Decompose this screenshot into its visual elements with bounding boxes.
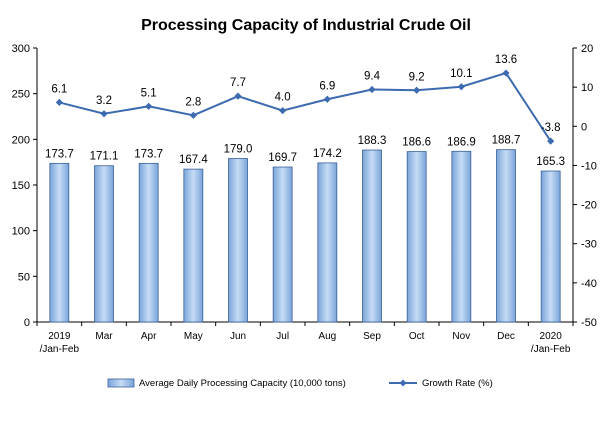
right-tick-label: 10 bbox=[581, 82, 593, 94]
left-tick-label: 50 bbox=[18, 271, 30, 283]
right-tick-label: -40 bbox=[581, 278, 597, 290]
x-tick-label: May bbox=[184, 331, 203, 342]
bar-value-label: 186.9 bbox=[447, 136, 476, 148]
left-tick-label: 200 bbox=[12, 134, 30, 146]
growth-rate-line bbox=[59, 71, 552, 142]
x-tick-label: Aug bbox=[318, 331, 336, 342]
bar bbox=[451, 150, 472, 323]
x-tick-label: /Jan-Feb bbox=[40, 344, 80, 355]
left-tick-label: 150 bbox=[12, 180, 30, 192]
x-tick-label: 2020 bbox=[540, 331, 563, 342]
x-tick-label: Dec bbox=[497, 331, 515, 342]
left-tick-label: 100 bbox=[12, 226, 30, 238]
legend-line-label: Growth Rate (%) bbox=[422, 378, 493, 389]
bar-value-label: 186.6 bbox=[402, 137, 431, 149]
x-tick-label: Mar bbox=[95, 331, 113, 342]
left-tick-label: 300 bbox=[12, 43, 30, 55]
line-value-label: 6.1 bbox=[51, 83, 67, 95]
line-value-label: 2.8 bbox=[185, 96, 201, 108]
bar bbox=[94, 165, 114, 323]
axes: 050100150200250300-50-40-30-20-100102020… bbox=[12, 43, 597, 355]
x-tick-label: Jul bbox=[276, 331, 289, 342]
bar-value-label: 188.7 bbox=[492, 135, 521, 147]
line-point bbox=[413, 86, 421, 94]
line-value-label: 5.1 bbox=[141, 87, 157, 99]
legend-bar-label: Average Daily Processing Capacity (10,00… bbox=[139, 378, 346, 389]
right-tick-label: -50 bbox=[581, 317, 597, 329]
bar-series: 173.7 171.1 173.7 167.4 179.0 169.7 174.2 188.3… bbox=[45, 135, 565, 323]
line-point bbox=[145, 102, 153, 110]
right-tick-label: -20 bbox=[581, 200, 597, 212]
x-tick-label: Oct bbox=[409, 331, 425, 342]
x-tick-label: /Jan-Feb bbox=[531, 344, 571, 355]
line-value-label: 9.2 bbox=[409, 71, 425, 83]
bar bbox=[228, 158, 248, 323]
bar-value-label: 173.7 bbox=[45, 148, 74, 160]
bar bbox=[272, 166, 293, 323]
bar-value-label: 169.7 bbox=[268, 152, 297, 164]
bar-value-label: 165.3 bbox=[536, 156, 565, 168]
line-value-label: 9.4 bbox=[364, 70, 381, 82]
line-value-label: 3.2 bbox=[96, 95, 112, 107]
right-tick-label: 20 bbox=[581, 43, 593, 55]
bar-value-label: 179.0 bbox=[224, 144, 253, 156]
chart-title: Processing Capacity of Industrial Crude … bbox=[141, 17, 471, 34]
bar bbox=[138, 162, 159, 323]
bar bbox=[49, 162, 70, 323]
bar bbox=[406, 151, 427, 323]
line-value-label: 6.9 bbox=[319, 80, 335, 92]
right-tick-label: -30 bbox=[581, 239, 597, 251]
bar-value-label: 173.7 bbox=[134, 148, 163, 160]
line-point bbox=[189, 111, 197, 119]
bar bbox=[496, 149, 516, 323]
x-tick-label: Nov bbox=[452, 331, 470, 342]
line-series: 6.1 3.2 5.1 2.8 7.7 4.0 6.9 9.4 9.2 10.1 13.6 -3.8 bbox=[51, 54, 561, 145]
bar-value-label: 171.1 bbox=[90, 151, 119, 163]
line-point bbox=[457, 83, 465, 91]
line-value-label: 4.0 bbox=[275, 92, 291, 104]
x-tick-label: 2019 bbox=[48, 331, 71, 342]
bar bbox=[317, 162, 338, 323]
line-value-label: -3.8 bbox=[541, 122, 561, 134]
line-point bbox=[323, 95, 331, 103]
bar bbox=[362, 149, 382, 323]
bar-value-label: 167.4 bbox=[179, 154, 208, 166]
line-point bbox=[368, 85, 376, 94]
line-point bbox=[547, 137, 555, 145]
line-value-label: 7.7 bbox=[230, 77, 246, 89]
left-tick-label: 0 bbox=[24, 317, 30, 329]
legend: Average Daily Processing Capacity (10,00… bbox=[107, 378, 493, 389]
bar bbox=[183, 168, 204, 323]
bar-value-label: 174.2 bbox=[313, 148, 342, 160]
x-tick-label: Apr bbox=[141, 331, 157, 342]
line-point bbox=[502, 69, 510, 77]
line-value-label: 10.1 bbox=[450, 68, 472, 80]
line-point bbox=[279, 107, 287, 115]
legend-line-marker bbox=[399, 379, 407, 387]
x-tick-label: Sep bbox=[363, 331, 381, 342]
x-tick-label: Jun bbox=[230, 331, 246, 342]
line-point bbox=[55, 98, 63, 107]
line-point bbox=[100, 110, 108, 118]
bar bbox=[540, 170, 561, 323]
bar-value-label: 188.3 bbox=[358, 135, 387, 147]
right-tick-label: 0 bbox=[581, 121, 587, 133]
legend-bar-swatch bbox=[107, 378, 135, 388]
line-value-label: 13.6 bbox=[495, 54, 517, 66]
right-tick-label: -10 bbox=[581, 160, 597, 172]
line-point bbox=[234, 92, 242, 100]
left-tick-label: 250 bbox=[12, 89, 30, 101]
